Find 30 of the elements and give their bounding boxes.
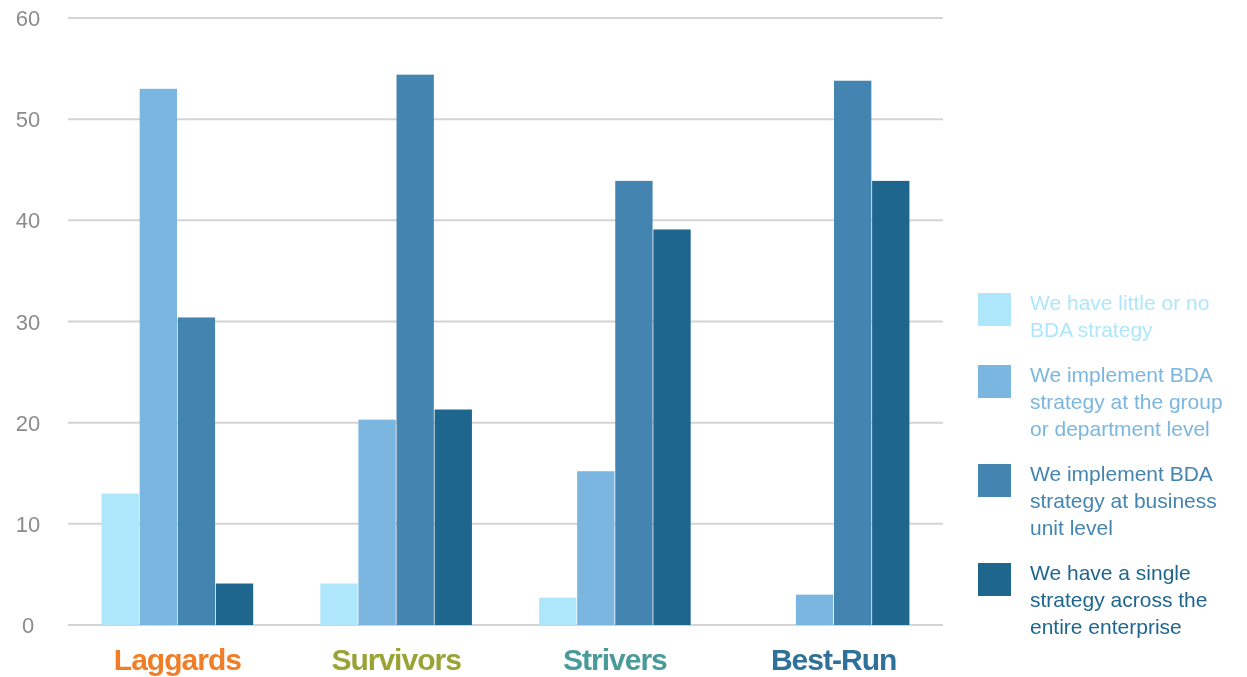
bar [320, 583, 358, 625]
bar [539, 597, 577, 625]
y-tick-label: 0 [21, 613, 35, 638]
legend-label: We implement BDA strategy at the group or department level [1030, 363, 1223, 440]
bar [577, 471, 615, 625]
y-tick-label: 40 [15, 208, 41, 234]
bar [872, 180, 910, 625]
x-tick-label: Survivors [331, 643, 462, 676]
bar [834, 80, 872, 625]
bar [139, 88, 177, 625]
bar [396, 74, 434, 625]
bar [434, 409, 472, 625]
bar [615, 180, 653, 625]
bar [177, 317, 216, 625]
legend-label: We implement BDA strategy at business unit level [1030, 462, 1217, 539]
x-tick-label: Strivers [563, 643, 668, 676]
y-tick-label: 60 [15, 6, 41, 31]
x-tick-label: Best-Run [770, 643, 897, 676]
x-tick-label: Laggards [113, 643, 242, 676]
bar [795, 594, 834, 625]
legend-label: We have little or no BDA strategy [1030, 291, 1210, 341]
y-tick-label: 10 [15, 511, 41, 537]
y-tick-label: 30 [15, 309, 41, 335]
bar [653, 229, 691, 625]
bar [101, 493, 139, 625]
y-tick-label: 50 [15, 107, 41, 133]
bar [215, 583, 254, 625]
bar [358, 419, 396, 625]
legend-label: We have a single strategy across the entire enterprise [1030, 561, 1208, 638]
y-tick-label: 20 [15, 410, 41, 436]
